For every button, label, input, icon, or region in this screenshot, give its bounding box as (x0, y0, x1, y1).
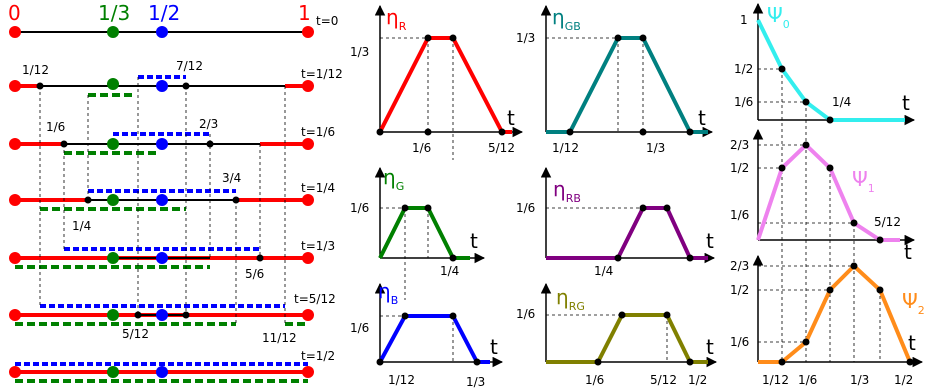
endpoint-left (9, 26, 21, 38)
svg-text:t: t (902, 91, 910, 115)
t-label: t=1/6 (301, 125, 335, 139)
eta-gb-plot: ηGB t 1/3 1/12 1/3 (516, 4, 714, 155)
svg-text:1/4: 1/4 (72, 219, 91, 233)
svg-text:1/6: 1/6 (730, 335, 749, 349)
svg-text:t: t (470, 229, 478, 253)
svg-text:1/2: 1/2 (688, 373, 707, 387)
timeline-row-0: t=0 (9, 14, 338, 38)
svg-text:1/4: 1/4 (832, 95, 851, 109)
svg-text:ηGB: ηGB (552, 5, 581, 33)
svg-text:Ψ0: Ψ0 (767, 3, 790, 31)
label-one: 1 (298, 1, 311, 25)
t-label: t=5/12 (294, 292, 336, 306)
svg-text:1/2: 1/2 (894, 373, 913, 387)
svg-text:1/6: 1/6 (585, 373, 604, 387)
eta-g-curve (378, 206, 470, 260)
svg-text:1/6: 1/6 (734, 95, 753, 109)
label-half: 1/2 (148, 1, 180, 25)
psi1-plot: Ψ1 t 2/3 1/2 1/6 5/12 (730, 128, 916, 362)
svg-text:5/12: 5/12 (650, 373, 677, 387)
svg-text:1/3: 1/3 (466, 375, 485, 389)
timeline-row-1: 1/12 7/12 t=1/12 (9, 59, 343, 97)
label-third: 1/3 (98, 1, 130, 25)
svg-text:1/4: 1/4 (594, 264, 613, 278)
svg-text:1/4: 1/4 (440, 264, 459, 278)
timeline-panel: 0 1/3 1/2 1 t=0 1/12 7/12 (8, 1, 343, 383)
svg-text:t: t (698, 106, 706, 130)
label-zero: 0 (8, 1, 21, 25)
svg-text:1/6: 1/6 (516, 201, 535, 215)
eta-gb-curve (546, 36, 708, 134)
svg-text:1/6: 1/6 (412, 141, 431, 155)
svg-text:t: t (706, 335, 714, 359)
svg-text:1/3: 1/3 (350, 45, 369, 59)
t-label: t=0 (316, 14, 338, 28)
svg-text:ηB: ηB (378, 279, 398, 307)
svg-text:t: t (507, 106, 515, 130)
timeline-row-6: t=1/2 (9, 349, 335, 383)
eta-r-curve (378, 36, 512, 134)
svg-text:1/2: 1/2 (730, 161, 749, 175)
eta-r-plot: ηR t 1/3 1/6 5/12 (350, 4, 524, 160)
svg-text:1/12: 1/12 (388, 373, 415, 387)
svg-text:1/12: 1/12 (552, 141, 579, 155)
endpoint-right (302, 26, 314, 38)
svg-text:3/4: 3/4 (222, 171, 241, 185)
svg-text:1/6: 1/6 (46, 120, 65, 134)
svg-text:1/6: 1/6 (730, 208, 749, 222)
t-label: t=1/12 (301, 67, 343, 81)
t-label: t=1/2 (301, 349, 335, 363)
eta-rg-plot: ηRG t 1/6 1/6 5/12 1/2 (516, 282, 718, 387)
svg-text:t: t (904, 240, 912, 264)
svg-text:1/6: 1/6 (798, 373, 817, 387)
svg-text:ηG: ηG (383, 165, 404, 193)
timeline-row-3: 1/4 3/4 t=1/4 (9, 171, 335, 233)
psi2-curve (758, 263, 912, 364)
t-label: t=1/4 (301, 181, 335, 195)
svg-text:1/2: 1/2 (734, 62, 753, 76)
svg-text:5/6: 5/6 (245, 267, 264, 281)
svg-text:5/12: 5/12 (122, 327, 149, 341)
eta-g-plot: ηG t 1/6 1/4 (350, 165, 486, 300)
svg-text:Ψ2: Ψ2 (902, 289, 925, 317)
timeline-row-4: 5/6 t=1/3 (9, 239, 335, 281)
svg-text:5/12: 5/12 (488, 141, 515, 155)
eta-b-curve (378, 314, 490, 364)
svg-text:t: t (490, 335, 498, 359)
svg-text:11/12: 11/12 (262, 331, 297, 345)
timeline-row-2: 1/6 2/3 t=1/6 (9, 117, 335, 155)
svg-text:1/6: 1/6 (350, 321, 369, 335)
svg-text:1/3: 1/3 (850, 373, 869, 387)
timeline-row-5: 5/12 11/12 t=5/12 (9, 292, 336, 345)
blue-point (156, 26, 168, 38)
svg-text:1/12: 1/12 (762, 373, 789, 387)
eta-rb-curve (546, 206, 708, 260)
psi2-plot: Ψ2 t 2/3 1/2 1/6 1/12 1/6 1/3 1/2 (730, 254, 925, 387)
svg-text:1/12: 1/12 (22, 63, 49, 77)
svg-text:1: 1 (740, 13, 748, 27)
eta-rg-curve (546, 313, 708, 364)
svg-text:ηR: ηR (386, 5, 407, 33)
svg-text:t: t (706, 229, 714, 253)
svg-text:1/6: 1/6 (350, 201, 369, 215)
svg-text:1/2: 1/2 (730, 283, 749, 297)
svg-text:t: t (908, 331, 916, 355)
t-label: t=1/3 (301, 239, 335, 253)
green-point (107, 26, 119, 38)
svg-text:1/6: 1/6 (516, 307, 535, 321)
svg-text:5/12: 5/12 (874, 215, 901, 229)
svg-text:1/3: 1/3 (516, 31, 535, 45)
svg-text:2/3: 2/3 (730, 138, 749, 152)
svg-text:2/3: 2/3 (199, 117, 218, 131)
svg-text:1/3: 1/3 (646, 141, 665, 155)
svg-text:7/12: 7/12 (176, 59, 203, 73)
eta-b-plot: ηB t 1/6 1/12 1/3 (350, 279, 504, 389)
svg-text:Ψ1: Ψ1 (852, 167, 875, 195)
eta-rb-plot: ηRB t 1/6 1/4 (516, 166, 716, 278)
timeline-guides (39, 77, 286, 324)
svg-text:ηRG: ηRG (556, 285, 585, 313)
svg-text:2/3: 2/3 (730, 259, 749, 273)
svg-text:ηRB: ηRB (553, 177, 581, 205)
